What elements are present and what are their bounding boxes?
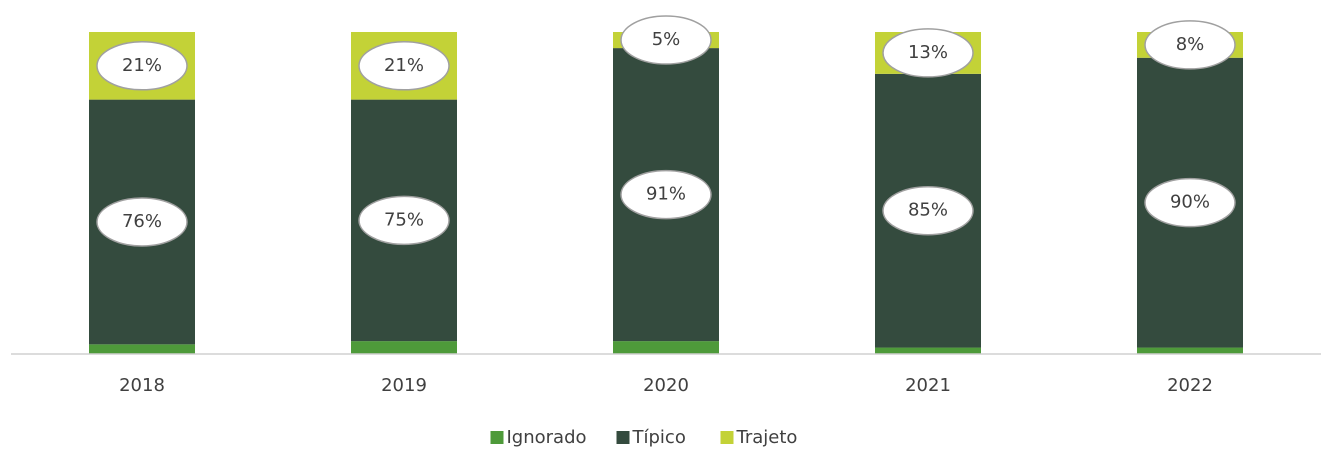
data-label: 90% [1170,192,1210,213]
data-label: 5% [652,29,681,50]
data-label: 91% [646,184,686,205]
data-label-bubble [1144,177,1236,228]
data-label: 76% [122,211,162,232]
data-label: 85% [908,200,948,221]
data-label-bubble [96,41,188,91]
data-label-bubble [882,185,974,236]
bar-segment [351,341,457,354]
legend-swatch [490,431,504,444]
bar-segment [875,347,981,354]
bar-segment [1137,347,1243,354]
bar-segment [613,341,719,354]
data-label-bubble [620,169,712,220]
data-label: 75% [384,209,424,230]
legend-label: Trajeto [736,427,798,448]
data-label: 8% [1176,34,1205,55]
legend-label: Ignorado [507,427,587,448]
data-label-bubble [882,28,974,78]
data-label: 21% [122,55,162,76]
data-label: 21% [384,55,424,76]
x-tick-label: 2021 [905,375,951,396]
legend-label: Típico [632,427,686,448]
x-tick-label: 2022 [1167,375,1213,396]
x-tick-label: 2018 [119,375,165,396]
data-label-bubble [358,195,450,246]
data-label-bubble [96,197,188,247]
data-label-bubble [620,15,712,65]
bar-segment [89,344,195,354]
data-label-bubble [358,41,450,91]
data-label: 13% [908,42,948,63]
x-tick-label: 2019 [381,375,427,396]
x-tick-label: 2020 [643,375,689,396]
data-label-bubble [1144,20,1236,70]
legend-swatch [720,431,734,444]
legend-swatch [616,431,630,444]
